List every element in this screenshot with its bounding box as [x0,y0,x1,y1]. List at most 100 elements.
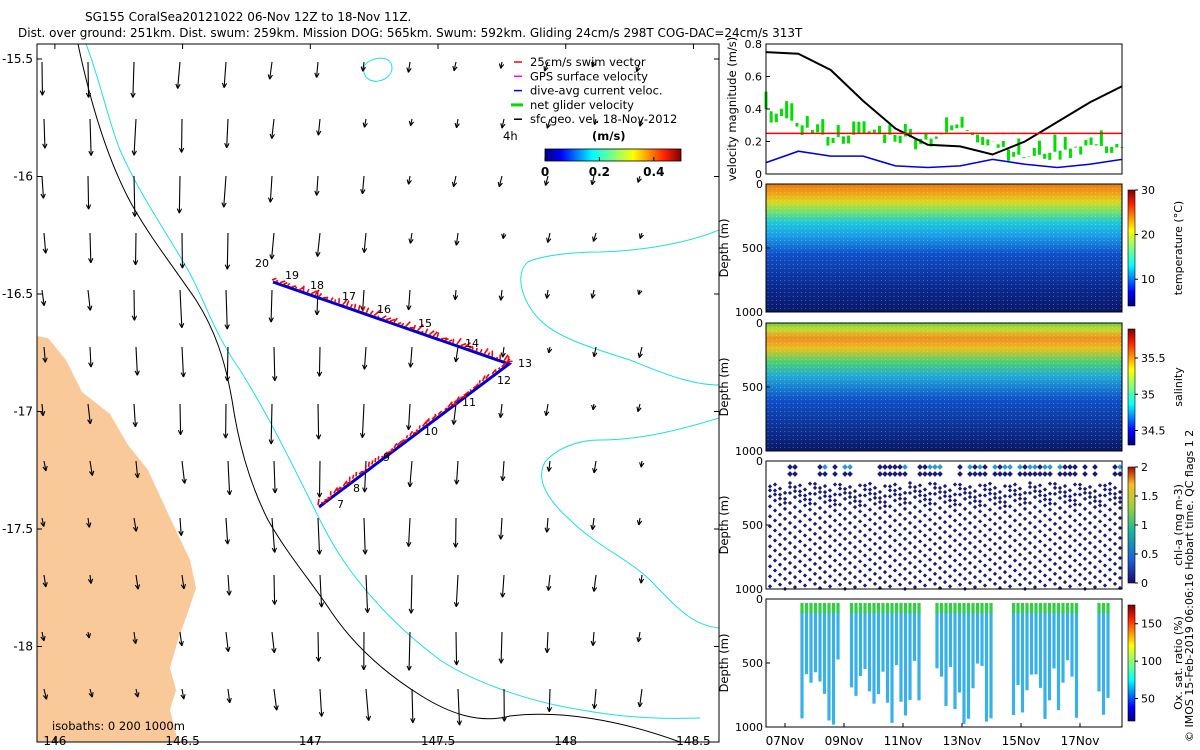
current-vector [408,574,414,614]
current-vector [638,118,644,127]
legend-entry: 25cm/s swim vector [514,55,646,69]
chlorophyll-colorbar-tick-label: 2 [1141,461,1148,474]
time-tick-label: 07Nov [766,734,805,748]
map-xtick-label: 148.5 [676,734,710,748]
current-vector [318,574,325,608]
map-ytick-label: -18 [13,640,33,654]
current-vector [178,517,184,536]
legend-label: net glider velocity [530,98,634,112]
chlorophyll-colorbar-tick-label: 1 [1141,519,1148,532]
current-vector [176,175,183,214]
current-vector [500,346,506,358]
current-vector [592,460,598,474]
track-day-label: 20 [255,257,269,270]
current-vector [88,118,94,156]
current-vector [42,574,48,588]
temperature-colorbar [1127,189,1136,307]
current-vector [178,118,185,153]
current-vector [591,574,598,592]
time-axis: 07Nov 09Nov 11Nov 13Nov 15Nov 17Nov [766,723,1099,748]
current-vector [406,403,412,431]
current-vector [406,175,412,185]
current-vector [637,346,643,359]
speed-colorbar-ticks: 0 0.2 0.4 [541,157,664,179]
oxygen-ylabel: Depth (m) [717,634,731,693]
map-panel: 78 9 10 11 12 13 14 15 16 17 18 19 20 146 146.5 147 147… [2,43,720,748]
current-vector [42,118,48,149]
current-vector [88,232,94,264]
dive-avg-current-line [765,150,1123,169]
current-vector [546,688,553,713]
track-day-label: 13 [518,357,532,370]
salinity-panel: 0 500 1000 Depth (m) 34.5 35 35.5 salinity [717,317,1185,458]
legend-label: GPS surface velocity [530,69,648,83]
current-vector [362,517,368,555]
current-vector [40,175,46,199]
current-vector [365,688,371,721]
track-day-label: 19 [285,269,299,282]
current-vector [42,232,49,254]
current-vector [271,517,278,553]
current-vector [221,175,227,208]
current-vector [132,517,139,532]
chlorophyll-colorbar-label: chl-a (mg m-3) [1172,484,1185,566]
chlorophyll-ylabel: Depth (m) [717,496,731,555]
current-vector [543,175,550,186]
current-vector [131,118,137,156]
current-vector [362,346,368,370]
current-vector [406,61,412,73]
land-area [37,336,196,742]
current-vector [638,232,644,239]
current-vector [500,118,506,129]
legend-entry: dive-avg current veloc. [514,84,663,98]
current-vector [314,289,320,316]
current-vector [546,460,552,472]
speed-colorbar-tick-label: 0 [541,165,549,179]
legend-entry: GPS surface velocity [514,69,648,83]
current-vector [85,175,92,210]
figure-subtitle: Dist. over ground: 251km. Dist. swum: 25… [18,26,803,40]
time-tick-label: 13Nov [943,734,982,748]
oxygen-ytick-label: 1000 [735,721,763,734]
current-vector [498,631,504,664]
map-xtick-label: 147 [299,734,322,748]
current-vector [636,175,642,183]
velocity-panel: 0 0.2 0.4 0.6 0.8 velocity magnitude (m/s) [725,37,1124,181]
velocity-ytick-label: 0 [755,168,762,181]
current-vector [132,232,139,266]
current-vector [226,574,232,596]
current-vector [316,517,323,555]
current-vector [224,118,230,149]
salinity-ytick-label: 500 [742,381,763,394]
oxygen-colorbar-tick-label: 100 [1141,655,1162,668]
current-vector [410,688,416,724]
current-vector [88,346,94,368]
current-vector [639,460,645,468]
current-vector [132,631,138,645]
current-vector [269,232,275,260]
current-vector [592,232,598,242]
legend-entry: sfc geo. vel. 18-Nov-2012 [514,112,677,126]
temperature-colorbar-tick-label: 10 [1141,273,1155,286]
current-vector [267,61,273,80]
salinity-colorbar-label: salinity [1172,367,1185,407]
current-vector [271,631,277,654]
track-day-label: 15 [418,317,432,330]
current-vector [500,460,506,482]
swim-vector-marks [271,277,513,506]
current-vector [361,232,368,253]
salinity-colorbar-tick-label: 35.5 [1141,352,1166,365]
current-vector [267,175,274,203]
isobath-200m [77,44,681,742]
figure-title: SG155 CoralSea20121022 06-Nov 12Z to 18-… [85,10,411,24]
current-vector [407,460,413,488]
current-vector [408,118,415,127]
current-vector [89,460,95,476]
current-vector [452,517,459,548]
map-ytick-label: -17.5 [2,522,33,536]
chlorophyll-ytick-label: 1000 [735,583,763,596]
oxygen-ytick-label: 0 [756,593,763,606]
current-vector [134,460,140,479]
current-vector [451,403,457,425]
